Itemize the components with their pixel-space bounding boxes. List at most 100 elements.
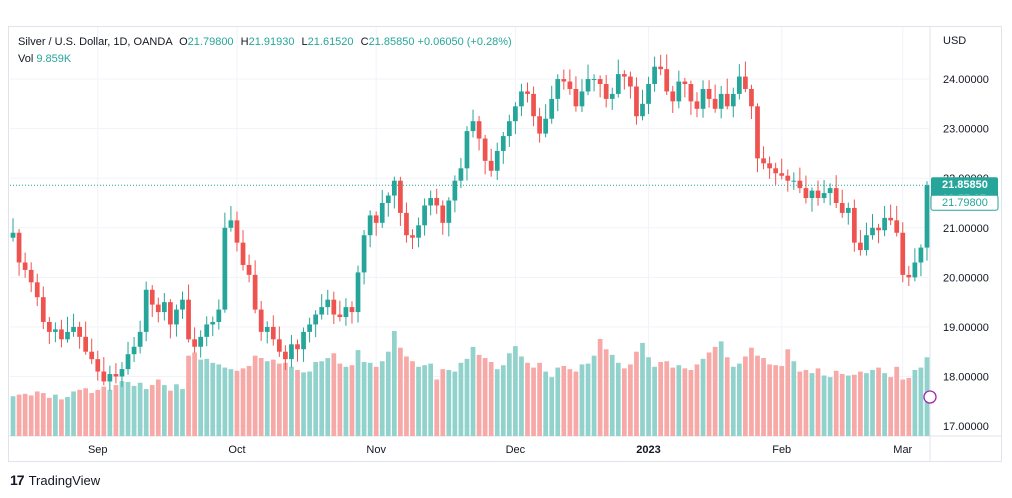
- volume-bar: [222, 367, 228, 436]
- candle-body: [743, 76, 748, 89]
- volume-bar: [476, 354, 482, 436]
- candle: [761, 146, 766, 170]
- candle: [161, 293, 167, 321]
- candle: [186, 284, 191, 343]
- candle-body: [131, 346, 137, 355]
- candle: [779, 158, 785, 180]
- candle: [22, 252, 28, 278]
- candle: [603, 74, 609, 108]
- candle-body: [119, 369, 125, 377]
- volume-bar: [440, 369, 446, 436]
- candle: [71, 313, 76, 337]
- candle-body: [634, 86, 639, 117]
- volume-bar: [71, 391, 76, 436]
- volume-bar: [373, 366, 379, 436]
- volume-bar: [331, 353, 337, 436]
- candle-body: [46, 321, 52, 332]
- candle-body: [125, 354, 131, 370]
- candle-body: [628, 76, 633, 87]
- volume-bar: [688, 369, 694, 436]
- candle: [89, 338, 95, 365]
- candle-body: [343, 307, 349, 318]
- candle-body: [198, 336, 204, 347]
- candle-body: [264, 326, 270, 332]
- volume-bar: [815, 368, 821, 436]
- candle-body: [597, 79, 603, 85]
- candle: [700, 80, 706, 118]
- candle: [785, 169, 791, 192]
- candle: [204, 316, 210, 347]
- candle-body: [664, 69, 670, 92]
- x-tick-label: 2023: [636, 444, 660, 456]
- x-tick-label: Nov: [366, 444, 386, 456]
- volume-bar: [646, 357, 651, 436]
- candle: [464, 126, 470, 181]
- candle: [797, 167, 803, 194]
- volume-bar: [603, 349, 609, 436]
- volume-bar: [555, 367, 561, 436]
- candle: [210, 316, 216, 337]
- volume-bar: [773, 365, 779, 436]
- volume-bar: [89, 393, 95, 436]
- volume-bar: [767, 364, 772, 436]
- candle: [549, 85, 555, 124]
- candle: [730, 87, 736, 118]
- volume-bar: [186, 355, 191, 436]
- volume-bar: [325, 358, 331, 436]
- y-tick-label: 24.00000: [943, 74, 989, 86]
- candle-body: [155, 304, 161, 313]
- volume-bar: [591, 355, 597, 436]
- volume-bar: [458, 362, 464, 436]
- candle-body: [821, 193, 827, 199]
- volume-bar: [258, 358, 264, 436]
- brand-name: TradingView: [28, 472, 101, 488]
- candle-body: [289, 344, 294, 360]
- candle-body: [361, 235, 367, 273]
- candle: [488, 148, 494, 177]
- volume-bar: [379, 361, 385, 436]
- candle-body: [379, 202, 385, 223]
- candle: [416, 217, 421, 248]
- volume-bar: [749, 347, 754, 436]
- candle-body: [59, 329, 64, 340]
- candle-body: [216, 309, 222, 322]
- candle-body: [531, 93, 536, 117]
- candle: [313, 310, 319, 338]
- volume-bar: [452, 371, 458, 436]
- candle: [839, 189, 845, 218]
- volume-bar: [858, 371, 863, 436]
- candle: [40, 286, 46, 330]
- volume-bar: [803, 369, 809, 436]
- candle-body: [252, 274, 258, 310]
- candle: [385, 192, 391, 217]
- volume-bar: [676, 365, 682, 436]
- high-value: 21.91930: [248, 36, 295, 48]
- volume-bar: [549, 377, 555, 436]
- volume-bar: [525, 362, 530, 436]
- candle-body: [137, 331, 143, 347]
- symbol-title: Silver / U.S. Dollar, 1D, OANDA: [18, 36, 173, 48]
- candle: [276, 326, 282, 357]
- candle: [506, 114, 512, 147]
- tradingview-brand[interactable]: 17 TradingView: [10, 472, 100, 488]
- volume-bar: [615, 362, 621, 436]
- volume-bar: [276, 363, 282, 436]
- candle-body: [301, 331, 306, 350]
- candle: [240, 230, 246, 271]
- candle: [331, 291, 337, 325]
- volume-bar: [894, 366, 900, 436]
- volume-bar: [180, 389, 185, 436]
- volume-bar: [391, 331, 397, 436]
- candle: [301, 327, 306, 362]
- candle: [579, 79, 585, 113]
- y-tick-label: 21.00000: [943, 223, 989, 235]
- volume-bar: [506, 353, 512, 436]
- candle-body: [640, 103, 645, 117]
- open-price-tag: [930, 194, 999, 211]
- volume-bar: [228, 369, 234, 436]
- candle: [864, 222, 869, 256]
- candle-body: [77, 326, 82, 337]
- candle: [446, 197, 452, 237]
- volume-bar: [628, 364, 633, 436]
